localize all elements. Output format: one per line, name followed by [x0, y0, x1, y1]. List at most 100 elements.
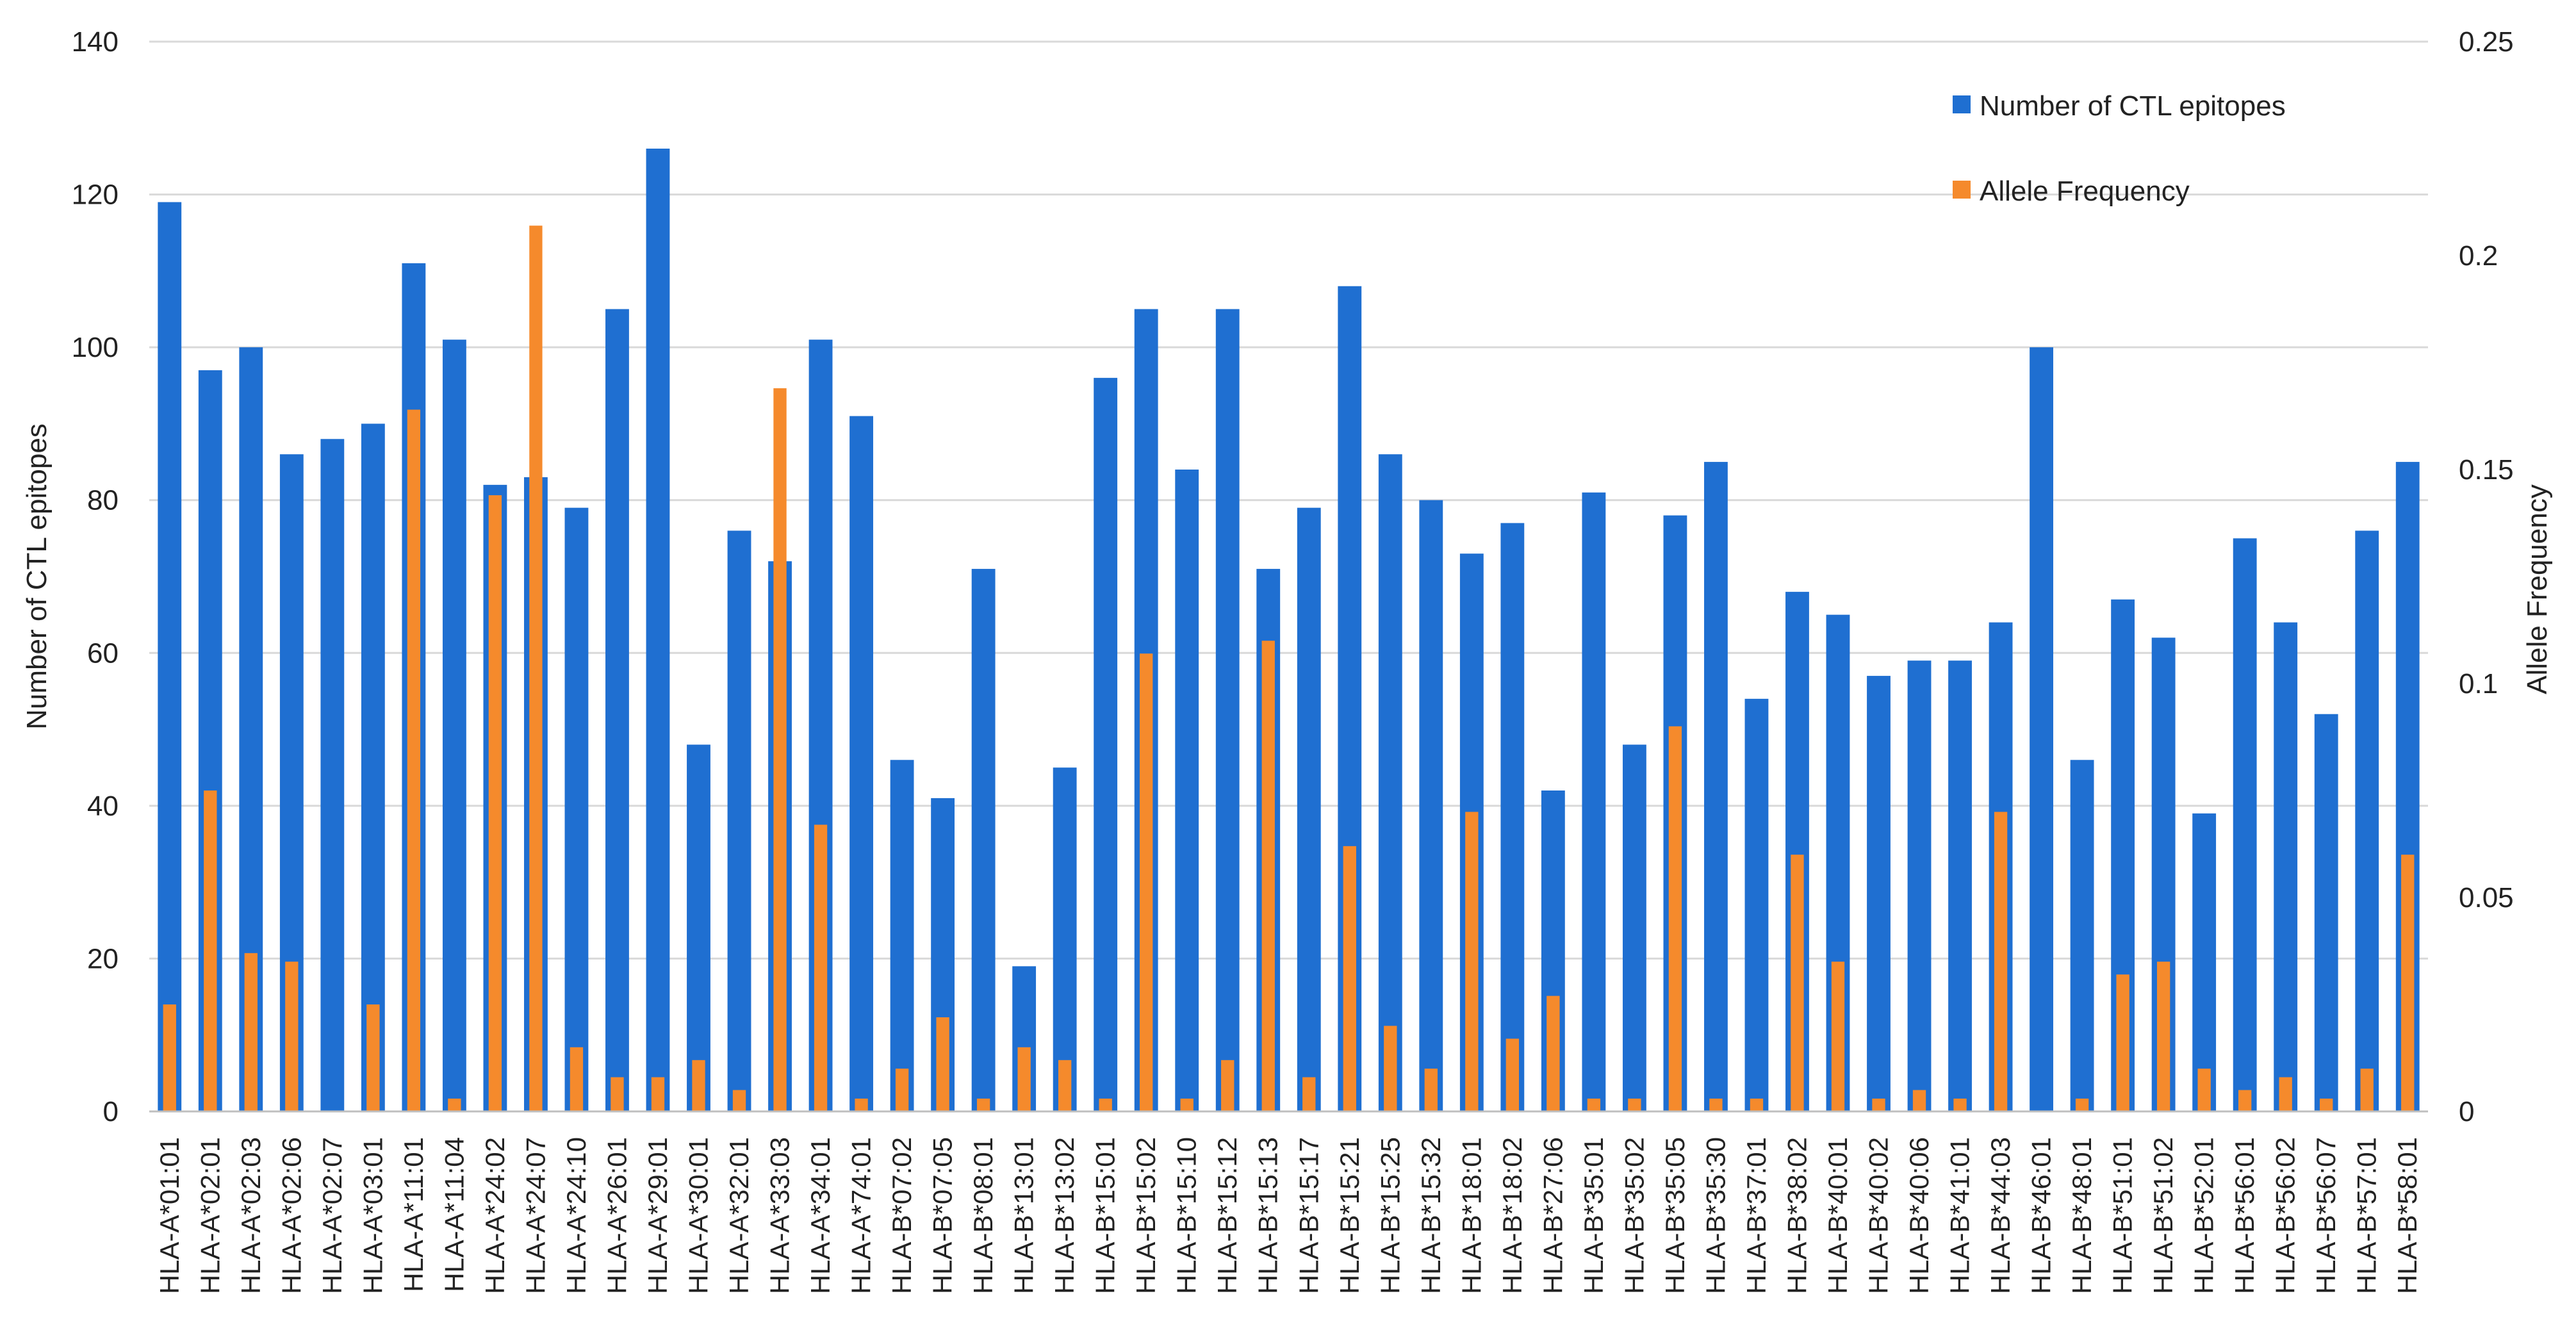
x-tick-label: HLA-B*40:01: [1823, 1137, 1853, 1294]
bar-allele-frequency: [1628, 1098, 1641, 1111]
bar-allele-frequency: [2320, 1098, 2333, 1111]
bar-ctl-epitopes: [2070, 760, 2094, 1111]
x-tick-label: HLA-B*51:01: [2108, 1137, 2138, 1294]
x-tick-label: HLA-A*02:06: [276, 1137, 306, 1294]
bar-ctl-epitopes: [890, 760, 914, 1111]
bar-ctl-epitopes: [1948, 660, 1972, 1111]
x-tick-label: HLA-B*07:02: [887, 1137, 917, 1294]
category-labels: HLA-A*01:01 HLA-A*02:01 HLA-A*02:03 HLA-A*0…: [154, 1137, 2422, 1294]
x-tick-label: HLA-A*11:04: [439, 1137, 469, 1292]
bar-ctl-epitopes: [320, 439, 345, 1112]
bar-ctl-epitopes: [1582, 492, 1606, 1111]
y2-tick-label: 0.05: [2459, 882, 2514, 913]
legend-label-ctl-epitopes: Number of CTL epitopes: [1980, 90, 2286, 122]
x-tick-label: HLA-B*35:30: [1700, 1137, 1730, 1294]
x-tick-label: HLA-A*29:01: [643, 1137, 673, 1294]
bar-allele-frequency: [1384, 1026, 1397, 1111]
x-tick-label: HLA-B*15:17: [1293, 1137, 1324, 1294]
x-tick-label: HLA-B*35:05: [1660, 1137, 1690, 1294]
x-tick-label: HLA-B*13:01: [1009, 1137, 1039, 1294]
x-tick-label: HLA-B*18:02: [1497, 1137, 1527, 1294]
bar-ctl-epitopes: [1907, 660, 1932, 1111]
bar-allele-frequency: [366, 1004, 380, 1111]
bar-allele-frequency: [732, 1090, 746, 1111]
y-tick-label: 100: [72, 332, 119, 363]
x-tick-label: HLA-B*44:03: [1985, 1137, 2015, 1294]
legend-swatch-allele-frequency: [1953, 181, 1971, 199]
x-tick-label: HLA-B*38:02: [1782, 1137, 1812, 1294]
bar-ctl-epitopes: [1867, 676, 1891, 1111]
x-tick-label: HLA-B*15:10: [1172, 1137, 1202, 1294]
bar-allele-frequency: [1343, 846, 1356, 1111]
x-tick-label: HLA-B*52:01: [2189, 1137, 2219, 1294]
x-tick-label: HLA-A*24:02: [480, 1137, 510, 1294]
bar-allele-frequency: [1709, 1098, 1723, 1111]
bar-allele-frequency: [285, 962, 299, 1111]
bar-allele-frequency: [611, 1077, 624, 1111]
x-tick-label: HLA-B*56:07: [2311, 1137, 2341, 1294]
bar-allele-frequency: [895, 1069, 909, 1111]
bar-allele-frequency: [2401, 855, 2415, 1111]
bar-allele-frequency: [2197, 1069, 2211, 1111]
x-tick-label: HLA-B*15:25: [1375, 1137, 1405, 1294]
y2-axis-title: Allele Frequency: [2522, 484, 2553, 694]
bar-ctl-epitopes: [2192, 813, 2217, 1111]
bar-allele-frequency: [1831, 962, 1845, 1111]
right-axis-ticks: 0 0.05 0.1 0.15 0.2 0.25: [2459, 26, 2514, 1127]
bar-ctl-epitopes: [1175, 470, 1199, 1111]
bar-allele-frequency: [2238, 1090, 2252, 1111]
x-tick-label: HLA-B*18:01: [1456, 1137, 1486, 1294]
x-tick-label: HLA-B*15:12: [1212, 1137, 1242, 1294]
x-tick-label: HLA-B*51:02: [2148, 1137, 2178, 1294]
x-tick-label: HLA-B*40:06: [1904, 1137, 1934, 1294]
bar-allele-frequency: [2075, 1098, 2089, 1111]
bar-ctl-epitopes: [2314, 714, 2338, 1111]
bar-allele-frequency: [1302, 1077, 1316, 1111]
x-tick-label: HLA-A*02:07: [317, 1137, 347, 1294]
bar-ctl-epitopes: [971, 569, 996, 1111]
y-tick-label: 120: [72, 179, 119, 211]
legend: Number of CTL epitopes Allele Frequency: [1953, 90, 2286, 207]
bar-ctl-epitopes: [1500, 523, 1525, 1111]
x-tick-label: HLA-B*37:01: [1741, 1137, 1771, 1294]
bar-ctl-epitopes: [158, 202, 182, 1111]
bar-allele-frequency: [2116, 974, 2129, 1111]
y2-tick-label: 0.25: [2459, 26, 2514, 58]
bar-ctl-epitopes: [361, 423, 385, 1111]
x-tick-label: HLA-B*15:02: [1131, 1137, 1161, 1294]
y2-tick-label: 0.2: [2459, 240, 2498, 272]
bar-allele-frequency: [1791, 855, 1804, 1111]
x-tick-label: HLA-A*26:01: [602, 1137, 632, 1294]
bar-allele-frequency: [1261, 641, 1275, 1111]
bar-allele-frequency: [1099, 1098, 1112, 1111]
bar-allele-frequency: [163, 1004, 176, 1111]
bar-ctl-epitopes: [1378, 454, 1402, 1112]
bar-allele-frequency: [2279, 1077, 2292, 1111]
bar-ctl-epitopes: [646, 149, 670, 1111]
bar-ctl-epitopes: [2233, 538, 2257, 1111]
bar-allele-frequency: [1872, 1098, 1885, 1111]
x-tick-label: HLA-B*57:01: [2352, 1137, 2382, 1294]
bar-allele-frequency: [1953, 1098, 1967, 1111]
bar-allele-frequency: [1424, 1069, 1438, 1111]
x-tick-label: HLA-A*03:01: [357, 1137, 388, 1294]
x-tick-label: HLA-A*33:03: [765, 1137, 795, 1294]
bar-allele-frequency: [204, 790, 217, 1111]
x-tick-label: HLA-B*07:05: [928, 1137, 958, 1294]
y2-tick-label: 0: [2459, 1096, 2474, 1127]
x-tick-label: HLA-A*02:03: [236, 1137, 266, 1294]
x-tick-label: HLA-A*01:01: [154, 1137, 185, 1294]
bar-allele-frequency: [488, 495, 502, 1111]
bar-allele-frequency: [529, 225, 543, 1111]
bar-allele-frequency: [2156, 962, 2170, 1111]
bar-allele-frequency: [1546, 995, 1560, 1111]
y-tick-label: 20: [87, 943, 119, 974]
x-tick-label: HLA-B*56:02: [2270, 1137, 2301, 1294]
x-tick-label: HLA-B*41:01: [1945, 1137, 1975, 1294]
bar-allele-frequency: [976, 1098, 990, 1111]
x-tick-label: HLA-B*48:01: [2067, 1137, 2097, 1294]
x-tick-label: HLA-A*74:01: [846, 1137, 876, 1294]
x-tick-label: HLA-A*32:01: [724, 1137, 754, 1294]
bar-allele-frequency: [651, 1077, 665, 1111]
